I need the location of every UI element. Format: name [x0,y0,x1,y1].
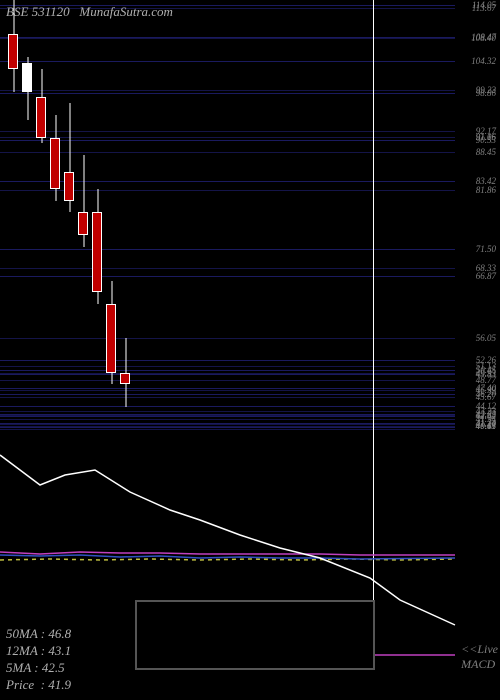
indicator-line [0,555,455,559]
ma50-row: 50MA : 46.8 [6,626,71,643]
moving-average-stats: 50MA : 46.8 12MA : 43.1 5MA : 42.5 Price… [6,626,71,694]
y-axis-label: 66.87 [476,272,496,281]
grid-line [0,388,455,389]
y-axis-label: 56.05 [476,334,496,343]
grid-line [0,93,455,94]
grid-line [0,249,455,250]
grid-line [0,429,455,430]
y-axis-label: 104.32 [471,57,496,66]
grid-line [0,411,455,412]
ma5-value: 42.5 [42,660,65,675]
ma50-value: 46.8 [48,626,71,641]
grid-line [0,38,455,39]
macd-label-text: MACD [461,657,498,672]
grid-line [0,424,455,425]
grid-line [0,374,455,375]
price-value: 41.9 [48,677,71,692]
stock-chart: BSE 531120 MunafaSutra.com 114.05113.671… [0,0,500,700]
macd-label-prefix: <<Live [461,642,498,657]
grid-line [0,61,455,62]
indicator-box [135,600,375,670]
y-axis-label: 81.86 [476,186,496,195]
y-axis-label: 71.50 [476,245,496,254]
chart-header: BSE 531120 MunafaSutra.com [6,4,173,20]
grid-line [0,406,455,407]
grid-line [0,140,455,141]
grid-line [0,366,455,367]
chart-divider-vertical [373,0,374,620]
ma5-label: 5MA [6,660,31,675]
ma12-label: 12MA [6,643,38,658]
grid-line [0,397,455,398]
grid-line [0,276,455,277]
grid-line [0,338,455,339]
ma50-label: 50MA [6,626,38,641]
grid-line [0,131,455,132]
site-text: MunafaSutra.com [79,4,173,19]
grid-line [0,394,455,395]
grid-line [0,416,455,417]
y-axis-label: 40.15 [476,422,496,431]
grid-line [0,380,455,381]
y-axis-label: 108.40 [471,34,496,43]
grid-line [0,419,455,420]
y-axis-label: 90.53 [476,136,496,145]
y-axis-labels: 114.05113.67108.47108.40104.3299.2398.86… [458,0,498,430]
indicator-line [0,552,455,555]
y-axis-label: 88.45 [476,148,496,157]
candle-area [0,0,455,430]
y-axis-label: 113.67 [472,4,496,13]
grid-line [0,390,455,391]
grid-line [0,137,455,138]
ma12-row: 12MA : 43.1 [6,643,71,660]
price-label: Price [6,677,34,692]
y-axis-label: 98.86 [476,89,496,98]
grid-line [0,152,455,153]
grid-line [0,370,455,371]
symbol-text: BSE 531120 [6,4,70,19]
grid-line [0,360,455,361]
indicator-line [0,559,455,560]
grid-line [0,90,455,91]
grid-line [0,268,455,269]
macd-label: <<Live MACD [461,642,498,672]
ma12-value: 43.1 [48,643,71,658]
ma5-row: 5MA : 42.5 [6,660,71,677]
price-row: Price : 41.9 [6,677,71,694]
